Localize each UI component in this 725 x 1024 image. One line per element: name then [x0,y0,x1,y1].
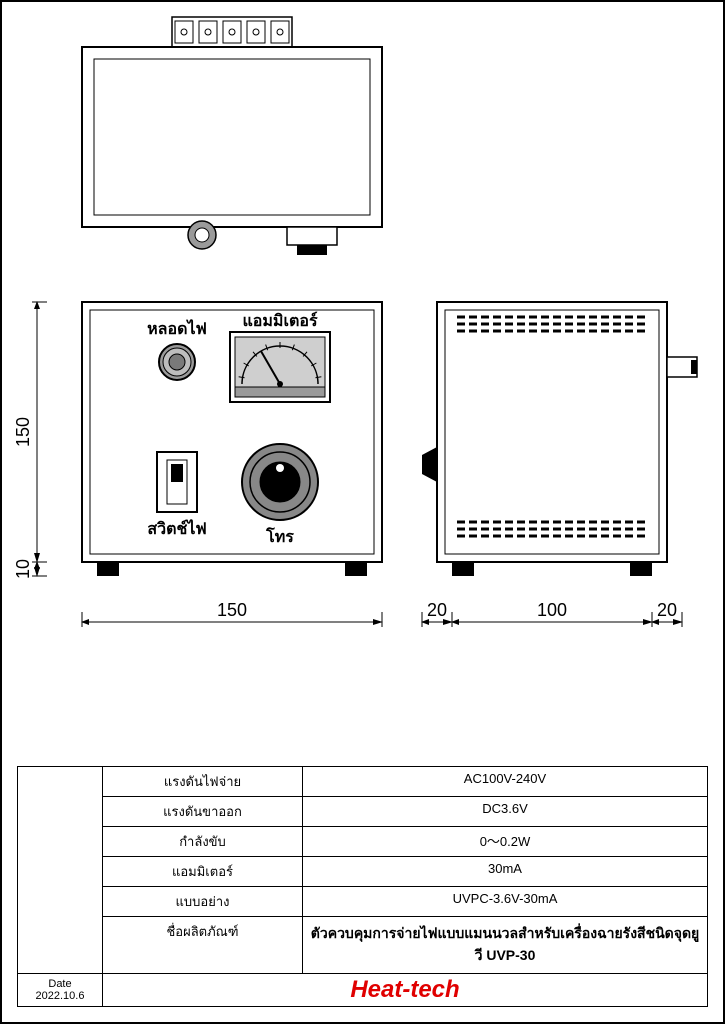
svg-text:โทร: โทร [265,526,294,546]
technical-drawing-page: หลอดไฟแอมมิเตอร์สวิตช์ไฟโทร1501015020100… [0,0,725,1024]
offset-cell [18,767,103,973]
spec-row: แรงดันไฟจ่ายAC100V-240V [103,767,707,797]
svg-text:10: 10 [13,559,33,579]
svg-text:แอมมิเตอร์: แอมมิเตอร์ [242,311,317,330]
spec-row: กำลังขับ0～0.2W [103,827,707,857]
brand-logo: Heat-tech [103,974,707,1006]
svg-text:20: 20 [427,600,447,620]
drawing-canvas: หลอดไฟ แอมมิเตอร์สวิตช์ไฟ โทร 150 10 150 20 100… [2,2,725,762]
svg-text:หลอดไฟ: หลอดไฟ [147,319,207,338]
spec-value: 0～0.2W [303,827,707,856]
date-value: 2022.10.6 [22,990,98,1002]
spec-table: แรงดันไฟจ่ายAC100V-240VแรงดันขาออกDC3.6V… [17,766,708,1007]
spec-rows: แรงดันไฟจ่ายAC100V-240VแรงดันขาออกDC3.6V… [103,767,707,973]
spec-row: แรงดันขาออกDC3.6V [103,797,707,827]
spec-label: แรงดันขาออก [103,797,303,826]
date-cell: Date 2022.10.6 [18,974,103,1006]
spec-label: ชื่อผลิตภัณฑ์ [103,917,303,973]
spec-label: แรงดันไฟจ่าย [103,767,303,796]
svg-text:150: 150 [13,417,33,447]
spec-value: AC100V-240V [303,767,707,796]
spec-label: กำลังขับ [103,827,303,856]
spec-row: แบบอย่างUVPC-3.6V-30mA [103,887,707,917]
svg-text:100: 100 [537,600,567,620]
spec-value: ตัวควบคุมการจ่ายไฟแบบแมนนวลสำหรับเครื่อง… [303,917,707,973]
spec-row: แอมมิเตอร์30mA [103,857,707,887]
spec-value: UVPC-3.6V-30mA [303,887,707,916]
svg-text:สวิตช์ไฟ: สวิตช์ไฟ [147,519,206,538]
svg-text:20: 20 [657,600,677,620]
spec-row-product: ชื่อผลิตภัณฑ์ตัวควบคุมการจ่ายไฟแบบแมนนวล… [103,917,707,973]
spec-value: 30mA [303,857,707,886]
spec-label: แบบอย่าง [103,887,303,916]
date-label: Date [22,978,98,990]
spec-value: DC3.6V [303,797,707,826]
svg-text:150: 150 [217,600,247,620]
spec-label: แอมมิเตอร์ [103,857,303,886]
